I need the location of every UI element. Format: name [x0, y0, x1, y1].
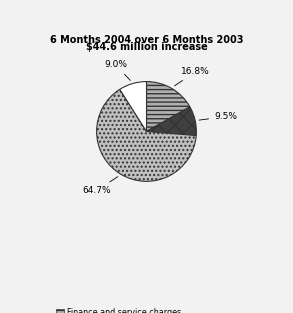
Wedge shape [146, 107, 196, 136]
Text: $44.6 million increase: $44.6 million increase [86, 42, 207, 52]
Text: 6 Months 2004 over 6 Months 2003: 6 Months 2004 over 6 Months 2003 [50, 35, 243, 44]
Text: 16.8%: 16.8% [175, 67, 210, 86]
Text: 9.0%: 9.0% [104, 60, 130, 80]
Wedge shape [120, 82, 146, 131]
Wedge shape [97, 89, 196, 181]
Text: 64.7%: 64.7% [82, 177, 118, 195]
Text: 9.5%: 9.5% [199, 112, 237, 121]
Wedge shape [146, 82, 190, 131]
Legend: Finance and service charges, Profit from the disposition of merchandise, Cash ad: Finance and service charges, Profit from… [54, 306, 239, 313]
